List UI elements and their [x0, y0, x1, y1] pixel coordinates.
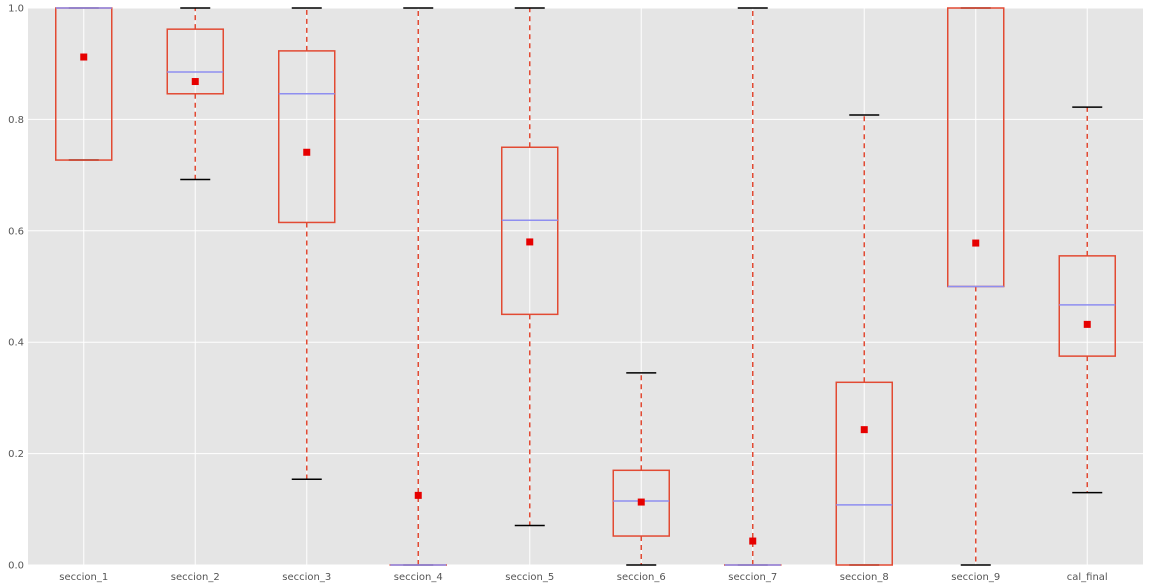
y-tick-label: 0.6 — [8, 226, 24, 237]
box-cal_final — [1058, 106, 1116, 494]
mean-marker — [414, 491, 422, 499]
box-series — [55, 7, 1116, 566]
x-tick-label: seccion_5 — [505, 572, 554, 583]
box-seccion_8 — [835, 114, 893, 566]
iqr-box — [501, 146, 559, 316]
x-tick-label: seccion_6 — [617, 572, 666, 583]
iqr-box — [1058, 255, 1116, 357]
box-seccion_7 — [724, 7, 782, 566]
iqr-box — [278, 50, 336, 224]
box-seccion_4 — [389, 7, 447, 566]
box-seccion_6 — [612, 372, 670, 566]
mean-marker — [860, 426, 868, 434]
x-tick-label: seccion_1 — [59, 572, 108, 583]
y-tick-label: 0.4 — [8, 338, 24, 349]
y-tick-label: 1.0 — [8, 4, 24, 15]
mean-marker — [191, 78, 199, 86]
mean-marker — [749, 537, 757, 545]
axis-ticks: 0.0 0.2 0.4 0.6 0.8 1.0 seccion_1 seccion_2 secc… — [8, 4, 1108, 584]
x-tick-label: seccion_7 — [728, 572, 777, 583]
mean-marker — [637, 498, 645, 506]
box-seccion_2 — [166, 7, 224, 181]
x-tick-label: seccion_4 — [394, 572, 443, 583]
box-seccion_1 — [55, 7, 113, 161]
x-tick-label: cal_final — [1067, 572, 1108, 583]
mean-marker — [1083, 320, 1091, 328]
mean-marker — [972, 239, 980, 247]
y-tick-label: 0.2 — [8, 449, 24, 460]
mean-marker — [80, 53, 88, 61]
iqr-box — [612, 469, 670, 537]
mean-marker — [303, 148, 311, 156]
iqr-box — [166, 28, 224, 95]
x-tick-label: seccion_8 — [840, 572, 889, 583]
x-tick-label: seccion_2 — [171, 572, 220, 583]
mean-marker — [526, 238, 534, 246]
box-seccion_5 — [501, 7, 559, 527]
y-tick-label: 0.0 — [8, 561, 24, 572]
box-seccion_9 — [947, 7, 1005, 566]
box-seccion_3 — [278, 7, 336, 480]
x-tick-label: seccion_9 — [951, 572, 1000, 583]
y-tick-label: 0.8 — [8, 115, 24, 126]
x-tick-label: seccion_3 — [282, 572, 331, 583]
iqr-box — [835, 381, 893, 566]
